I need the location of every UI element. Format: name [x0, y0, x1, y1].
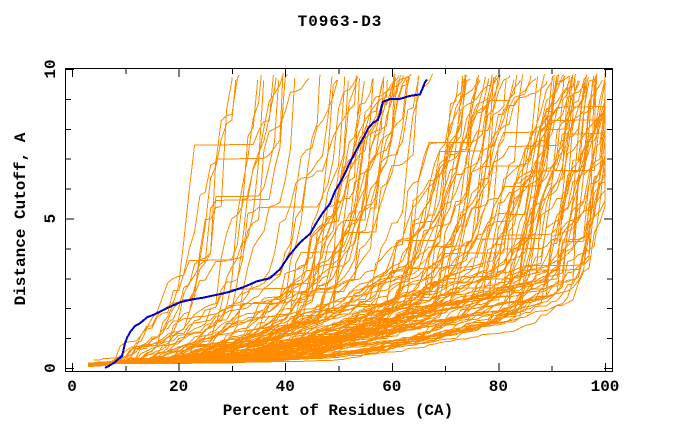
server-model-curve: [98, 74, 606, 364]
server-model-curve: [87, 74, 576, 366]
server-model-curve: [87, 74, 288, 364]
server-model-curve: [88, 80, 384, 364]
x-tick-label-40: 40: [276, 378, 295, 396]
server-model-curve: [98, 79, 606, 363]
server-model-curve: [87, 75, 479, 366]
server-model-curve: [93, 76, 486, 365]
server-model-ensemble: [87, 73, 606, 367]
x-tick-label-60: 60: [382, 378, 401, 396]
server-model-curve: [98, 75, 499, 364]
server-model-curve: [88, 80, 580, 364]
server-model-curve: [87, 74, 274, 364]
server-model-curve: [93, 80, 349, 366]
y-tick-label-0: 0: [42, 363, 60, 373]
y-tick-label-10: 10: [42, 59, 60, 78]
data-curves-layer: [87, 73, 606, 369]
x-axis-label: Percent of Residues (CA): [222, 402, 454, 420]
server-model-curve: [93, 75, 262, 367]
x-tick-label-80: 80: [489, 378, 508, 396]
tick-labels-layer: 0 20 40 60 80 100 0 5 10: [42, 59, 619, 396]
axes-layer: [65, 68, 613, 372]
y-tick-label-5: 5: [42, 214, 60, 224]
x-tick-label-0: 0: [67, 378, 77, 396]
highlighted-model-line: [104, 78, 428, 369]
x-tick-label-100: 100: [591, 378, 620, 396]
server-model-curve: [93, 76, 359, 364]
server-model-curve: [87, 80, 603, 367]
chart-title: T0963-D3: [297, 13, 383, 31]
server-model-curve: [98, 80, 459, 364]
server-model-curve: [93, 76, 385, 364]
x-tick-label-20: 20: [169, 378, 188, 396]
server-model-curve: [88, 77, 296, 364]
plot-border: [65, 68, 613, 372]
